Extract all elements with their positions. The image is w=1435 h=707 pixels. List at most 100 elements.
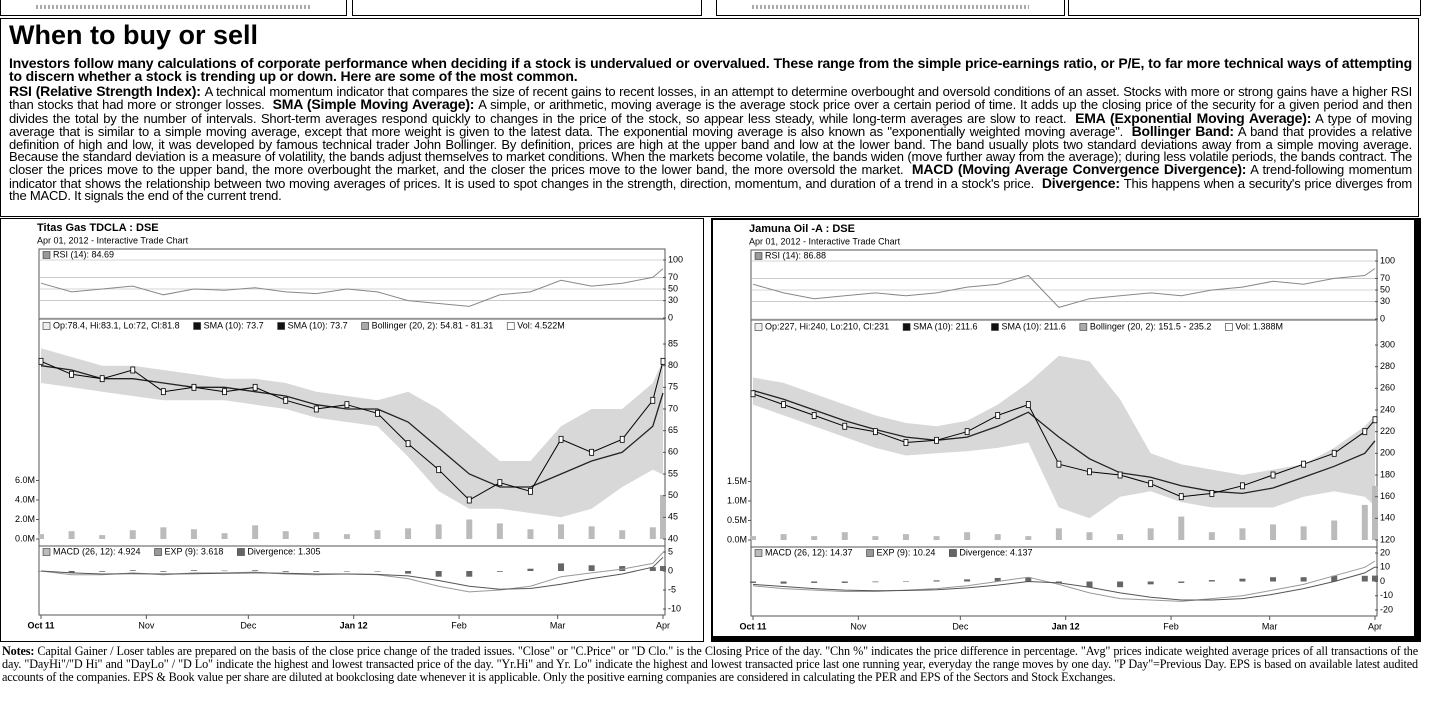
legend-swatch [754, 252, 763, 260]
y-tick-label: 70 [1380, 273, 1390, 283]
definition-text: This happens when a security's price div… [9, 175, 1412, 204]
article-box: When to buy or sell Investors follow man… [0, 18, 1419, 217]
volume-bar [649, 527, 656, 539]
legend-swatch [754, 549, 763, 557]
close-marker [995, 412, 1001, 419]
y-tick-label: 80 [668, 360, 678, 370]
chart-subtitle: Apr 01, 2012 - Interactive Trade Chart [37, 235, 189, 245]
close-marker [903, 439, 909, 446]
y-tick-label: 240 [1380, 404, 1395, 414]
y-tick-label: 30 [668, 295, 678, 305]
y-tick-label: 6.0M [15, 475, 35, 485]
volume-bar [282, 531, 289, 539]
divergence-bar [527, 568, 534, 571]
legend-swatch [277, 322, 285, 330]
sma-line [752, 389, 1376, 495]
volume-bar [1025, 536, 1032, 540]
divergence-bar [1300, 577, 1307, 582]
divergence-bar [1372, 575, 1378, 582]
volume-bar [466, 519, 473, 539]
divergence-bar [1270, 577, 1277, 582]
volume-bar [99, 535, 106, 539]
divergence-bar [619, 566, 626, 571]
volume-bar [190, 529, 197, 539]
legend-label: Op:78.4, Hi:83.1, Lo:72, Cl:81.8 [53, 320, 180, 330]
legend-label: RSI (14): 86.88 [765, 250, 826, 260]
legend-label: EXP (9): 10.24 [877, 547, 936, 557]
x-tick-label: Mar [1262, 621, 1278, 631]
divergence-bar [660, 566, 666, 571]
divergence-bar [1086, 581, 1093, 588]
x-tick-label: Feb [451, 620, 467, 630]
close-marker [160, 388, 166, 396]
x-tick-label: Feb [1163, 621, 1179, 631]
close-line [40, 360, 664, 501]
definitions: RSI (Relative Strength Index): A technica… [9, 83, 1412, 204]
legend-label: SMA (10): 211.6 [913, 321, 977, 331]
legend-swatch [754, 323, 763, 331]
volume-bar [902, 534, 909, 540]
y-tick-label: 10 [1380, 562, 1390, 572]
rsi-frame [750, 249, 1378, 321]
volume-bar [405, 528, 412, 539]
close-marker [1372, 416, 1378, 424]
y-tick-label: 1.5M [727, 476, 747, 486]
volume-bar [933, 536, 940, 540]
volume-bar [558, 524, 565, 539]
volume-bar [1361, 504, 1368, 540]
volume-bar [994, 534, 1001, 540]
close-marker [1087, 468, 1092, 476]
close-marker [1209, 490, 1215, 497]
volume-bar [1178, 516, 1185, 540]
definition-term: RSI (Relative Strength Index): [9, 83, 201, 99]
y-tick-label: 100 [1380, 255, 1395, 265]
divergence-bar [750, 581, 756, 583]
chart-title: Jamuna Oil -A : DSE [749, 223, 855, 235]
close-marker [191, 383, 197, 391]
close-marker [1331, 449, 1337, 457]
y-tick-label: 30 [1380, 296, 1390, 306]
close-marker [1117, 471, 1123, 479]
y-tick-label: 100 [668, 254, 683, 264]
divergence-bar [1239, 578, 1246, 582]
volume-bar [1372, 485, 1378, 540]
y-tick-label: 70 [668, 403, 678, 413]
close-marker [964, 428, 970, 436]
close-marker [69, 370, 74, 378]
y-tick-label: 70 [668, 272, 678, 282]
legend-label: Divergence: 4.137 [959, 547, 1032, 557]
y-tick-label: 4.0M [15, 494, 35, 504]
volume-bar [1331, 520, 1338, 540]
definition-text: A technical momentum indicator that comp… [9, 84, 1412, 113]
close-marker [750, 390, 756, 398]
volume-bar [435, 524, 442, 539]
close-marker [934, 436, 939, 444]
divergence-bar [841, 581, 848, 583]
y-tick-label: 5 [668, 546, 673, 556]
x-tick-label: Mar [550, 620, 566, 630]
y-tick-label: -5 [668, 584, 676, 594]
x-tick-label: Apr [656, 620, 670, 630]
definition-text: A trend-following momentum indicator tha… [9, 162, 1412, 191]
legend-swatch [237, 548, 245, 556]
legend-label: MACD (26, 12): 4.924 [53, 546, 141, 556]
volume-bar [129, 530, 136, 539]
volume-bar [221, 533, 228, 539]
close-marker [38, 357, 44, 365]
y-tick-label: 280 [1380, 361, 1395, 371]
volume-bar [619, 530, 626, 539]
divergence-bar [588, 565, 595, 571]
y-tick-label: 20 [1380, 547, 1390, 557]
volume-bar [38, 534, 44, 539]
macd-frame [38, 545, 666, 616]
volume-bar [527, 529, 534, 539]
legend-swatch [42, 548, 51, 556]
legend-label: SMA (10): 73.7 [204, 320, 264, 330]
divergence-bar [160, 571, 167, 572]
divergence-bar [1055, 581, 1062, 583]
signal-line [752, 566, 1376, 601]
legend-swatch [1225, 323, 1233, 331]
close-marker [528, 487, 533, 495]
